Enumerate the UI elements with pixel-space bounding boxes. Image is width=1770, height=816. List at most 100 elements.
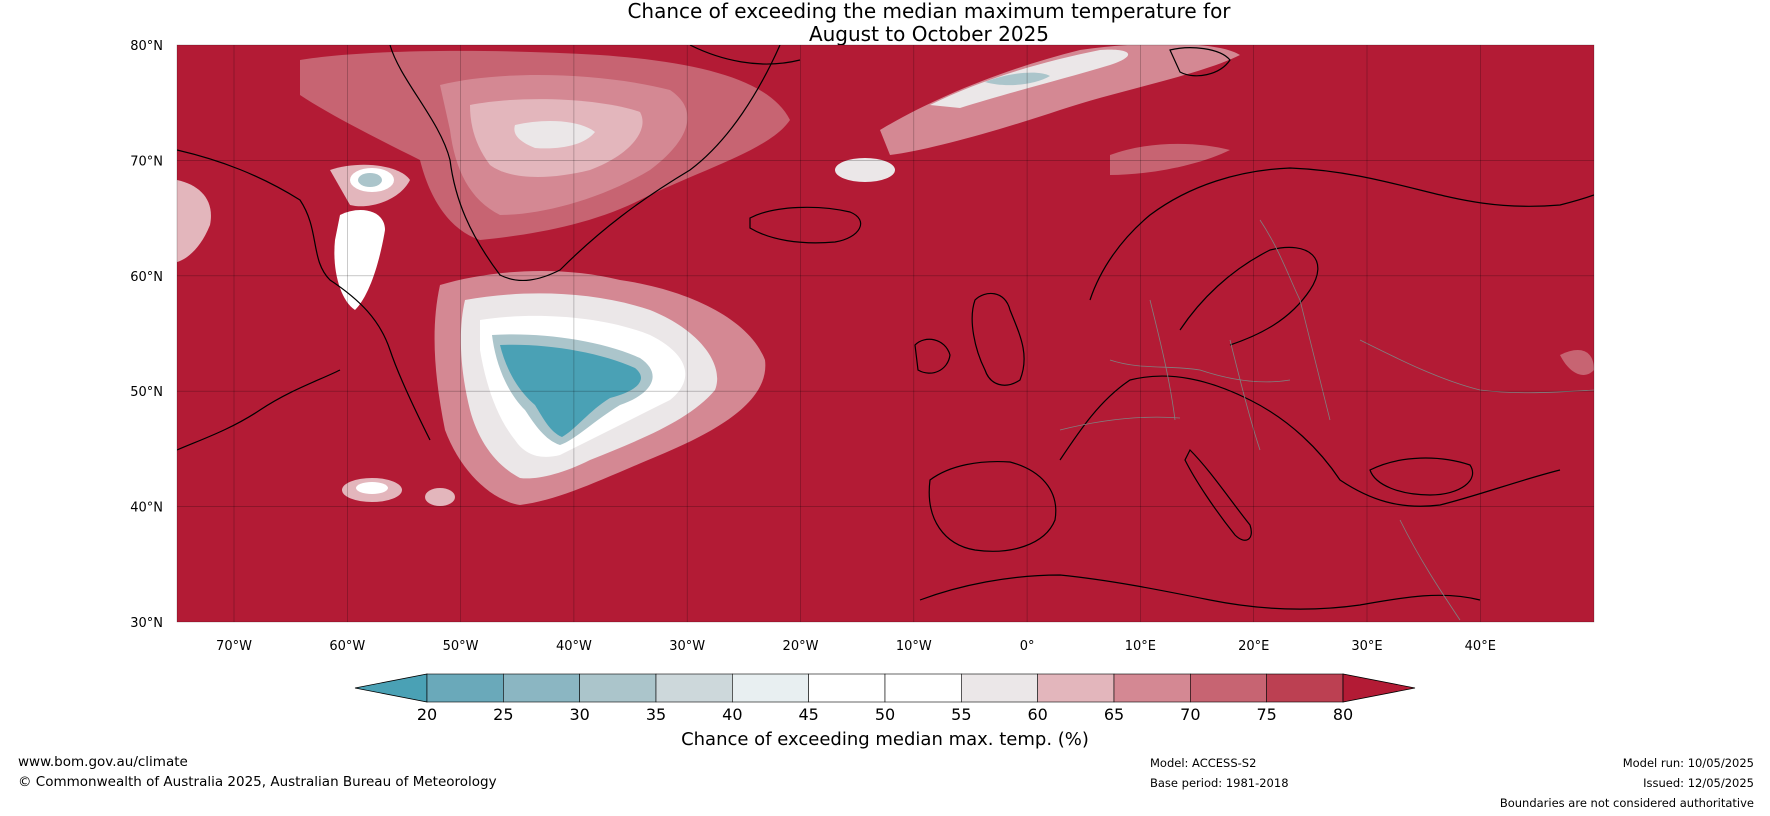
colorbar-tick-label: 40 [722, 705, 742, 724]
coastlines [177, 45, 1594, 610]
contour-fram-65 [880, 45, 1240, 155]
lat-label: 70°N [130, 154, 163, 169]
base-period-text: Base period: 1981-2018 [1150, 776, 1289, 790]
colorbar-tick-label: 65 [1104, 705, 1124, 724]
colorbar-bin [655, 673, 733, 703]
contour-atlantic-25 [500, 344, 641, 437]
coastline-svalbard [1169, 47, 1231, 77]
coastline-iceland [749, 206, 862, 244]
lon-label: 20°W [783, 639, 819, 654]
contour-atlantic-south-core [356, 482, 388, 494]
colorbar-bin [1190, 673, 1267, 703]
gridlines [177, 45, 1594, 622]
coastline-iberia [928, 461, 1057, 552]
colorbar-tick-label: 35 [646, 705, 666, 724]
colorbar-extend-low [354, 673, 428, 703]
colorbar-tick-label: 45 [798, 705, 818, 724]
coastline-scandinavia [1089, 167, 1594, 301]
coastline-africa [919, 574, 1481, 610]
colorbar-tick-label: 75 [1256, 705, 1276, 724]
contour-jan-mayen [835, 158, 895, 182]
model-run-text: Model run: 10/05/2025 [1622, 756, 1754, 770]
lon-label: 50°W [443, 639, 479, 654]
colorbar-bin [884, 673, 962, 703]
contour-greenland-50 [514, 120, 595, 149]
lon-label: 0° [1020, 639, 1035, 654]
border-8 [1399, 519, 1461, 621]
title-line-2: August to October 2025 [808, 22, 1050, 46]
contour-fram-35 [985, 72, 1050, 86]
colorbar-bin [1113, 673, 1191, 703]
lat-label: 40°N [130, 501, 163, 516]
colorbar-tick-label: 55 [951, 705, 971, 724]
colorbar-tick-label: 30 [569, 705, 589, 724]
lon-label: 20°E [1238, 639, 1269, 654]
border-4 [1299, 299, 1331, 421]
colorbar-bin [579, 673, 657, 703]
website-text: www.bom.gov.au/climate [18, 754, 188, 770]
border-3 [1229, 339, 1261, 451]
colorbar-bin [808, 673, 886, 703]
lon-label: 60°W [329, 639, 365, 654]
lat-label: 80°N [130, 39, 163, 54]
colorbar-bin [503, 673, 580, 703]
coastline-europe [1059, 375, 1561, 507]
lon-label: 30°E [1351, 639, 1382, 654]
colorbar-extend-high [1342, 673, 1416, 703]
lat-label: 30°N [130, 616, 163, 631]
lat-label: 60°N [130, 270, 163, 285]
contour-norway-sea [1110, 143, 1230, 175]
coastline-baltic [1179, 246, 1319, 346]
contour-west-edge [177, 180, 211, 262]
colorbar-tick-label: 80 [1333, 705, 1353, 724]
contour-east-edge [1560, 350, 1594, 375]
lat-label: 50°N [130, 385, 163, 400]
coastline-black-sea [1369, 457, 1474, 496]
border-6 [1259, 219, 1301, 301]
coastline-labrador [177, 369, 341, 451]
country-borders [1059, 219, 1594, 621]
colorbar: 20 25 30 35 40 45 50 55 60 65 70 75 80 [354, 673, 1416, 724]
colorbar-bin [1266, 673, 1344, 703]
lon-label: 70°W [216, 639, 252, 654]
lon-label: 40°E [1465, 639, 1496, 654]
model-text: Model: ACCESS-S2 [1150, 756, 1257, 770]
coastline-greenland [389, 45, 781, 281]
coastline-uk [971, 292, 1025, 386]
probability-contours [177, 45, 1594, 621]
map-frame [176, 44, 1595, 623]
coastline-baffin [177, 149, 431, 441]
colorbar-tick-label: 25 [493, 705, 513, 724]
issued-text: Issued: 12/05/2025 [1643, 776, 1754, 790]
colorbar-bin [732, 673, 809, 703]
coastline-ireland [914, 338, 951, 374]
lon-label: 10°W [896, 639, 932, 654]
lon-label: 10°E [1125, 639, 1156, 654]
longitude-labels: 70°W 60°W 50°W 40°W 30°W 20°W 10°W 0° 10°E 20°E 30… [216, 639, 1496, 654]
border-2 [1149, 299, 1176, 421]
lon-label: 40°W [556, 639, 592, 654]
coastline-italy [1184, 448, 1252, 541]
copyright-text: © Commonwealth of Australia 2025, Austra… [18, 774, 497, 790]
disclaimer-text: Boundaries are not considered authoritat… [1499, 796, 1754, 810]
colorbar-tick-label: 20 [417, 705, 437, 724]
border-7 [1359, 339, 1594, 394]
colorbar-bin [1037, 673, 1115, 703]
colorbar-tick-label: 60 [1027, 705, 1047, 724]
colorbar-tick-label: 70 [1180, 705, 1200, 724]
coastline-greenland-east [689, 45, 801, 65]
colorbar-bin [426, 673, 504, 703]
contour-baffin-35 [358, 173, 382, 187]
latitude-labels: 80°N 70°N 60°N 50°N 40°N 30°N [130, 39, 163, 631]
contour-atlantic-small [425, 488, 455, 506]
title-line-1: Chance of exceeding the median maximum t… [627, 0, 1231, 23]
colorbar-label: Chance of exceeding median max. temp. (%… [681, 729, 1089, 750]
border-5 [1059, 416, 1181, 431]
lon-label: 30°W [669, 639, 705, 654]
border-1 [1109, 359, 1291, 383]
colorbar-bin [961, 673, 1038, 703]
colorbar-tick-label: 50 [875, 705, 895, 724]
contour-labrador-50 [334, 210, 385, 310]
map-title: Chance of exceeding the median maximum t… [0, 0, 1770, 46]
